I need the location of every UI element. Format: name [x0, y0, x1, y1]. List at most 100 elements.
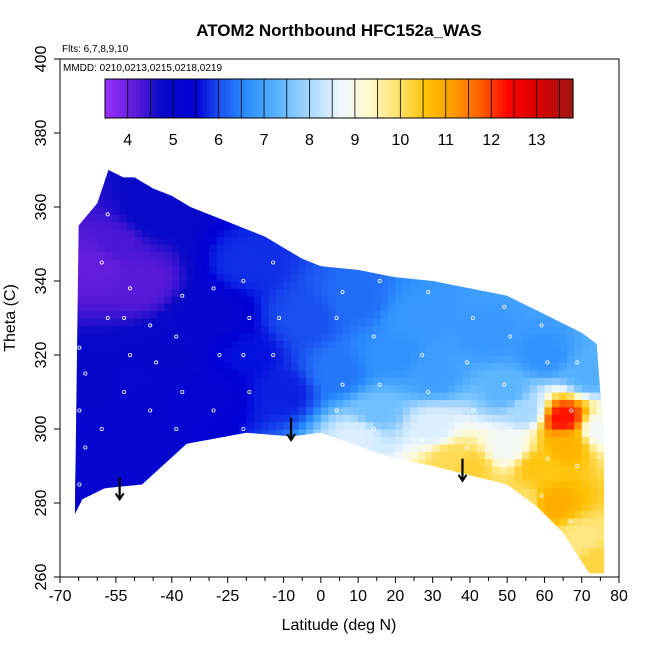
heatmap-cell	[484, 170, 493, 178]
heatmap-cell	[104, 466, 113, 474]
heatmap-cell	[276, 510, 285, 519]
heatmap-cell	[440, 207, 449, 215]
heatmap-cell	[141, 303, 151, 312]
heatmap-cell	[447, 451, 456, 460]
heatmap-cell	[514, 244, 523, 252]
heatmap-cell	[484, 207, 493, 215]
heatmap-cell	[82, 170, 91, 171]
heatmap-cell	[574, 421, 583, 430]
heatmap-cell	[612, 525, 620, 533]
heatmap-cell	[484, 318, 493, 326]
heatmap-cell	[313, 377, 322, 386]
heatmap-cell	[455, 436, 464, 445]
heatmap-cell	[238, 421, 247, 430]
heatmap-cell	[74, 421, 76, 430]
heatmap-cell	[209, 340, 218, 349]
heatmap-cell	[246, 369, 255, 378]
heatmap-cell	[246, 554, 255, 563]
heatmap-cell	[358, 362, 367, 371]
heatmap-cell	[596, 251, 605, 260]
heatmap-cell	[402, 532, 411, 541]
heatmap-cell	[231, 229, 240, 238]
heatmap-cell	[559, 562, 568, 571]
heatmap-cell	[462, 384, 471, 393]
heatmap-cell	[127, 310, 136, 319]
heatmap-cell	[335, 406, 344, 415]
heatmap-cell	[313, 229, 322, 238]
heatmap-cell	[60, 170, 68, 178]
heatmap-cell	[574, 414, 583, 423]
heatmap-cell	[604, 570, 612, 578]
heatmap-cell	[410, 332, 419, 341]
heatmap-cell	[268, 347, 277, 356]
heatmap-cell	[149, 295, 158, 304]
heatmap-cell	[604, 481, 612, 489]
heatmap-cell	[373, 517, 382, 526]
heatmap-cell	[537, 429, 546, 437]
sample-point	[470, 315, 475, 320]
heatmap-cell	[127, 495, 136, 504]
heatmap-cell	[551, 244, 560, 252]
heatmap-cell	[425, 377, 434, 386]
heatmap-cell	[559, 303, 568, 312]
heatmap-cell	[380, 236, 389, 245]
heatmap-cell	[612, 274, 620, 282]
heatmap-cell	[373, 384, 382, 393]
heatmap-cell	[365, 554, 374, 563]
heatmap-cell	[298, 429, 307, 437]
heatmap-cell	[462, 414, 471, 423]
heatmap-cell	[477, 458, 486, 467]
heatmap-cell	[387, 443, 396, 452]
heatmap-cell	[320, 207, 329, 215]
heatmap-cell	[134, 332, 143, 341]
heatmap-cell	[164, 273, 173, 282]
heatmap-cell	[581, 392, 590, 400]
heatmap-cell	[268, 525, 277, 534]
heatmap-cell	[477, 310, 486, 319]
heatmap-cell	[417, 532, 426, 541]
heatmap-cell	[164, 480, 173, 489]
heatmap-cell	[350, 303, 359, 312]
heatmap-cell	[492, 377, 501, 386]
heatmap-cell	[82, 244, 91, 252]
heatmap-cell	[612, 540, 620, 548]
heatmap-cell	[559, 170, 568, 171]
sample-point	[247, 389, 252, 394]
heatmap-cell	[134, 443, 143, 452]
heatmap-cell	[149, 258, 158, 267]
sample-point	[575, 360, 580, 365]
heatmap-cell	[320, 170, 329, 171]
heatmap-cell	[507, 503, 516, 511]
heatmap-cell	[455, 480, 464, 489]
heatmap-cell	[455, 170, 464, 171]
heatmap-cell	[179, 466, 188, 474]
heatmap-cell	[417, 229, 426, 238]
heatmap-cell	[507, 221, 516, 230]
heatmap-cell	[156, 554, 165, 563]
heatmap-cell	[253, 495, 262, 504]
heatmap-cell	[119, 340, 128, 349]
heatmap-cell	[402, 554, 411, 563]
heatmap-cell	[387, 221, 396, 230]
heatmap-cell	[134, 362, 143, 371]
heatmap-cell	[350, 503, 359, 511]
heatmap-cell	[112, 406, 121, 415]
sample-point	[99, 260, 104, 265]
heatmap-cell	[74, 177, 76, 186]
heatmap-cell	[462, 184, 471, 193]
heatmap-cell	[74, 184, 83, 193]
heatmap-cell	[529, 214, 538, 223]
heatmap-cell	[298, 517, 307, 526]
heatmap-cell	[373, 495, 382, 504]
heatmap-cell	[313, 347, 322, 356]
heatmap-cell	[156, 377, 165, 386]
heatmap-cell	[223, 414, 233, 423]
heatmap-cell	[604, 370, 612, 378]
heatmap-cell	[417, 510, 426, 519]
heatmap-cell	[268, 562, 277, 571]
heatmap-cell	[238, 281, 247, 289]
heatmap-cell	[127, 251, 136, 260]
heatmap-cell	[261, 229, 270, 238]
sample-point	[377, 382, 382, 387]
heatmap-cell	[246, 347, 255, 356]
